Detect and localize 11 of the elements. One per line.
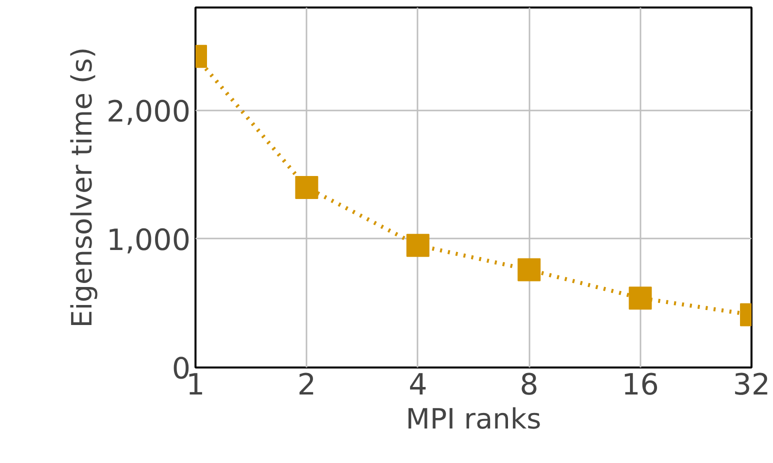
- x-tick-label: 16: [622, 368, 659, 402]
- point: [406, 234, 430, 257]
- y-tick-label: 2,000: [106, 94, 191, 128]
- x-tick-label: 2: [297, 368, 316, 402]
- x-tick-label: 8: [520, 368, 538, 402]
- point: [518, 258, 541, 282]
- y-axis-title: Eigensolver time (s): [66, 47, 99, 328]
- x-tick-label: 4: [408, 368, 428, 402]
- x-axis-title: MPI ranks: [406, 402, 542, 436]
- x-tick-label: 32: [732, 368, 770, 402]
- y-tick-label: 1,000: [106, 222, 191, 257]
